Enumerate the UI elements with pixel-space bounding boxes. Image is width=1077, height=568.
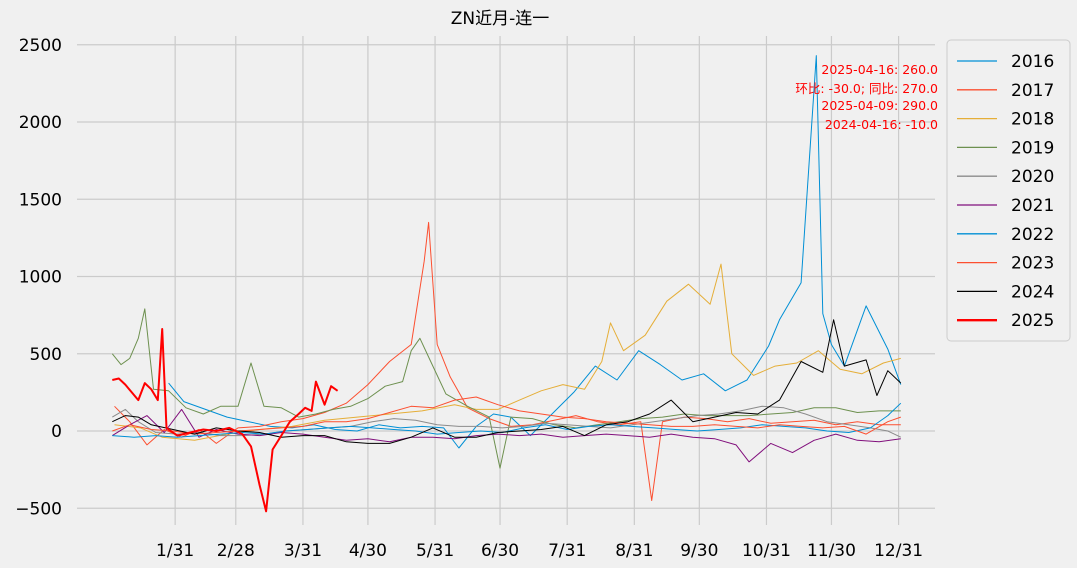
x-tick-label: 1/31 [156,541,194,561]
x-tick-label: 11/30 [807,541,856,561]
y-tick-label: 1000 [19,268,62,288]
y-axis-ticks: −500 0 500 1000 1500 2000 2500 [15,36,62,520]
annotation-line: 2025-04-09: 290.0 [821,98,938,113]
x-tick-label: 2/28 [217,541,255,561]
legend-label: 2021 [1011,196,1054,216]
legend-label: 2023 [1011,254,1054,274]
legend-label: 2019 [1011,138,1054,158]
y-tick-label: 500 [30,345,62,365]
x-tick-label: 6/30 [481,541,519,561]
legend-label: 2018 [1011,110,1054,130]
x-tick-label: 8/31 [615,541,653,561]
legend-label: 2017 [1011,81,1054,101]
series-line-2018 [114,263,901,441]
legend-label: 2020 [1011,167,1054,187]
y-tick-label: 1500 [19,190,62,210]
legend: 2016 2017 2018 2019 2020 2021 2022 2023 2024 2025 [946,39,1071,342]
x-tick-label: 4/30 [349,541,387,561]
legend-label: 2025 [1011,311,1054,331]
x-tick-label: 7/31 [548,541,586,561]
grid [77,36,935,525]
series-line-2021 [112,408,901,463]
y-tick-label: 2000 [19,113,62,133]
x-tick-label: 10/31 [742,541,791,561]
annotation-line: 2025-04-16: 260.0 [821,62,938,77]
chart-title: ZN近月-连一 [451,9,550,29]
annotation-line: 2024-04-16: -10.0 [825,117,938,132]
y-tick-label: 2500 [19,36,62,56]
legend-label: 2024 [1011,282,1054,302]
y-tick-label: 0 [51,422,62,442]
series-lines [111,55,902,513]
x-axis-ticks: 1/31 2/28 3/31 4/30 5/31 6/30 7/31 8/31 9/30 10/3… [156,541,923,561]
annotation-block: 2025-04-16: 260.0 环比: -30.0; 同比: 270.0 2… [795,62,938,132]
series-line-2019 [111,308,901,469]
legend-label: 2022 [1011,225,1054,245]
series-line-2024 [112,319,902,444]
x-tick-label: 5/31 [416,541,454,561]
legend-box [946,39,1071,342]
series-line-2025 [112,328,339,513]
x-tick-label: 9/30 [680,541,718,561]
series-line-2020 [112,405,902,438]
series-line-2017 [114,221,901,501]
series-line-2022 [112,402,902,438]
legend-label: 2016 [1011,52,1054,72]
annotation-line: 环比: -30.0; 同比: 270.0 [795,81,938,96]
series-line-2016 [168,55,902,449]
y-tick-label: −500 [15,499,62,519]
x-tick-label: 12/31 [874,541,923,561]
x-tick-label: 3/31 [284,541,322,561]
